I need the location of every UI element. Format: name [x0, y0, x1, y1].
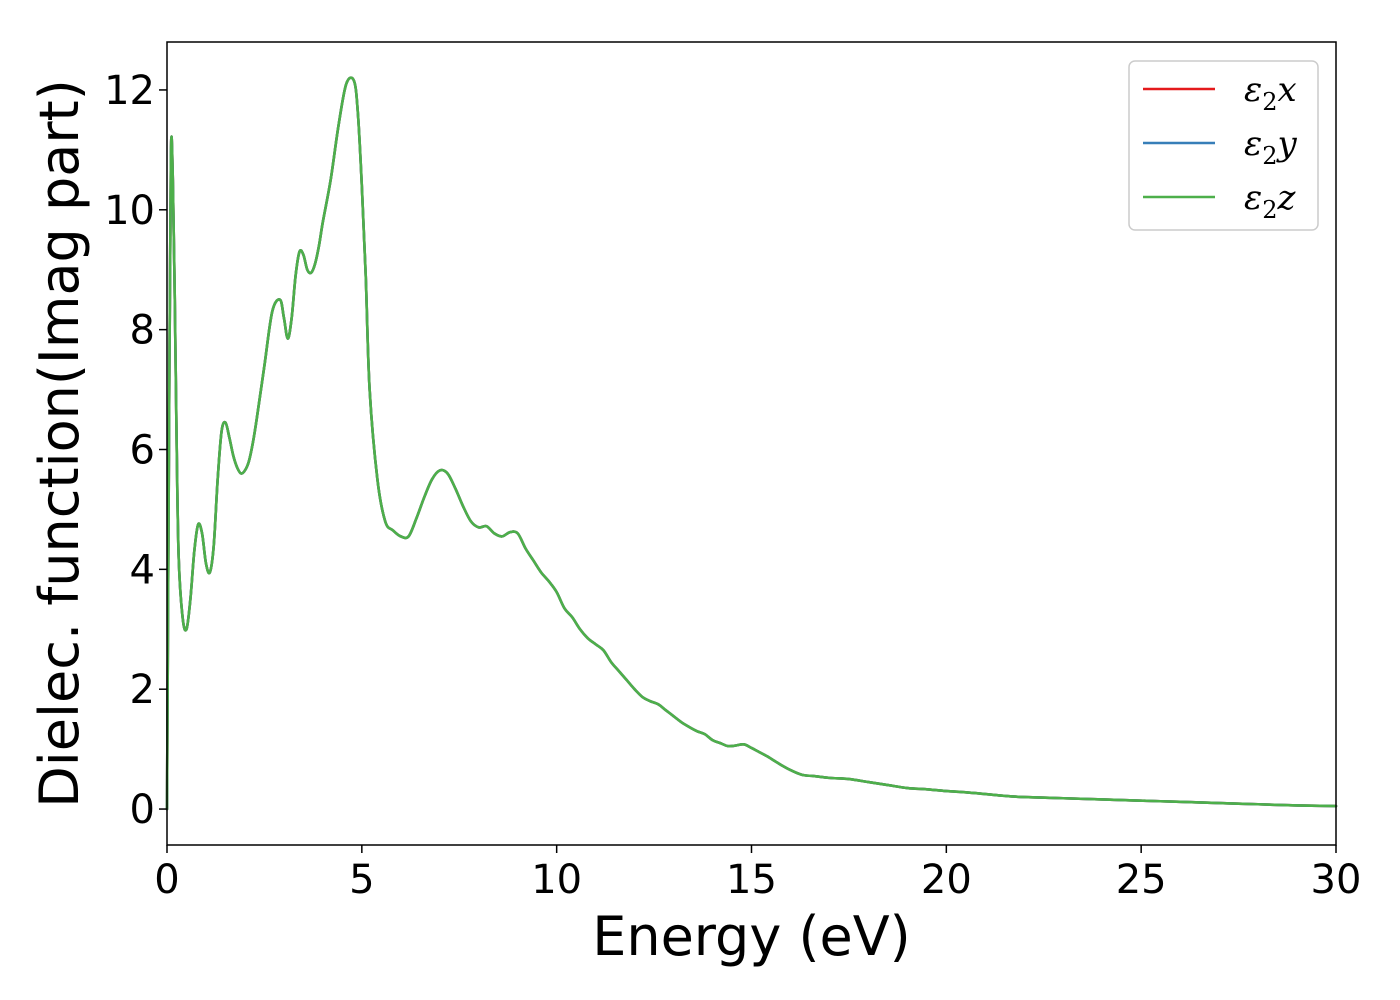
y-tick-label: 6: [130, 427, 155, 473]
x-tick-label: 20: [921, 857, 972, 903]
series-layer: [165, 76, 1338, 811]
y-tick-label: 10: [104, 188, 155, 234]
series-line-2: [165, 76, 1338, 811]
x-tick-label: 10: [531, 857, 582, 903]
x-tick-label: 30: [1311, 857, 1362, 903]
legend-label-1: ε2y: [1244, 124, 1298, 170]
legend-label-2: ε2z: [1244, 178, 1297, 224]
ticks-layer: 0 5 10 15 20 25 30 0 2 4 6 8 10 12: [104, 68, 1361, 903]
legend-label-0: ε2x: [1244, 70, 1297, 116]
legend: ε2x ε2y ε2z: [1128, 60, 1319, 231]
x-tick-label: 15: [726, 857, 777, 903]
y-tick-label: 2: [130, 667, 155, 713]
y-tick-label: 8: [130, 308, 155, 354]
x-tick-label: 25: [1116, 857, 1167, 903]
x-tick-label: 0: [154, 857, 179, 903]
y-axis-title: Dielec. function(Imag part): [28, 79, 91, 808]
x-axis-title: Energy (eV): [592, 905, 911, 968]
y-tick-label: 12: [104, 68, 155, 114]
x-tick-label: 5: [349, 857, 374, 903]
legend-box: [1128, 60, 1319, 231]
y-tick-label: 0: [130, 787, 155, 833]
y-tick-label: 4: [130, 547, 155, 593]
